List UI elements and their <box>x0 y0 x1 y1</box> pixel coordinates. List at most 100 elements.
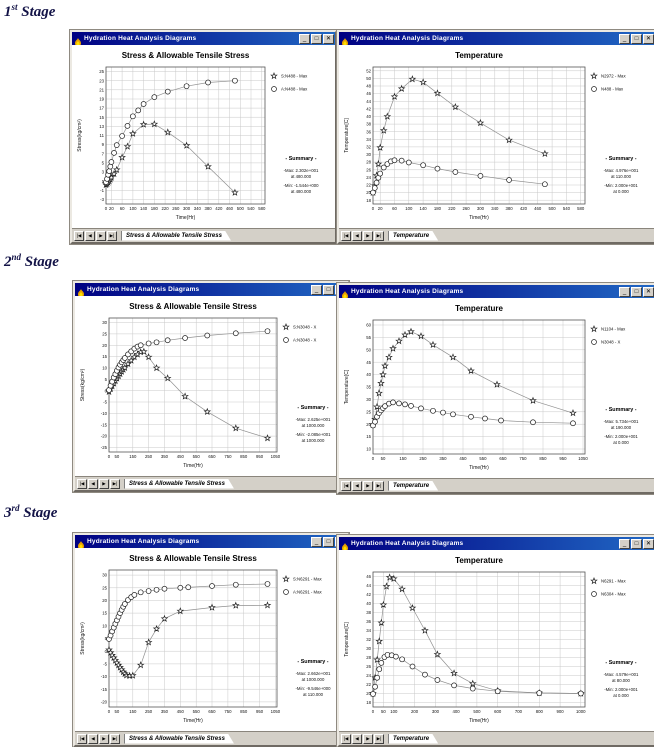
star-marker <box>449 353 457 361</box>
window-titlebar[interactable]: Hydration Heat Analysis Diagrams _□✕ <box>75 283 347 298</box>
window-titlebar[interactable]: Hydration Heat Analysis Diagrams _□✕ <box>75 535 347 550</box>
summary-heading: - Summary - <box>297 405 328 411</box>
tab-stress[interactable]: Stress & Allowable Tensile Stress <box>121 231 231 241</box>
minimize-button[interactable]: _ <box>619 286 630 297</box>
star-marker <box>451 102 460 111</box>
nav-next-button[interactable]: ▶ <box>96 230 106 241</box>
circle-marker <box>450 411 456 418</box>
minimize-button[interactable]: _ <box>311 536 322 547</box>
nav-prev-button[interactable]: ◀ <box>88 478 98 489</box>
close-button[interactable]: ✕ <box>323 33 334 44</box>
circle-marker <box>232 77 238 84</box>
nav-last-button[interactable]: ▶| <box>107 230 117 241</box>
circle-marker <box>283 589 289 595</box>
circle-marker <box>451 682 457 689</box>
circle-marker <box>111 149 117 156</box>
x-tick-label: 350 <box>439 456 447 461</box>
star-marker <box>529 396 537 404</box>
nav-prev-button[interactable]: ◀ <box>352 480 362 491</box>
nav-next-button[interactable]: ▶ <box>363 733 373 744</box>
minimize-button[interactable]: _ <box>311 284 322 295</box>
maximize-button[interactable]: □ <box>311 33 322 44</box>
maximize-button[interactable]: □ <box>631 538 642 549</box>
star-marker <box>379 126 388 134</box>
nav-prev-button[interactable]: ◀ <box>88 733 98 744</box>
nav-last-button[interactable]: ▶| <box>110 733 120 744</box>
legend-label: N6304 - Max <box>601 592 626 597</box>
x-tick-label: 750 <box>519 456 527 461</box>
nav-next-button[interactable]: ▶ <box>99 733 109 744</box>
nav-last-button[interactable]: ▶| <box>374 480 384 491</box>
tab-temperature[interactable]: Temperature <box>388 481 438 491</box>
y-tick-label: 44 <box>366 583 371 588</box>
series-line <box>372 159 545 193</box>
window-title: Hydration Heat Analysis Diagrams <box>87 286 200 293</box>
x-tick-label: 100 <box>390 709 398 714</box>
nav-next-button[interactable]: ▶ <box>99 478 109 489</box>
y-tick-label: 36 <box>366 619 371 624</box>
window-titlebar[interactable]: Hydration Heat Analysis Diagrams _□✕ <box>339 32 654 47</box>
y-tick-label: 45 <box>366 360 371 365</box>
maximize-button[interactable]: □ <box>631 33 642 44</box>
nav-first-button[interactable]: |◀ <box>341 480 351 491</box>
minimize-button[interactable]: _ <box>619 33 630 44</box>
window-titlebar[interactable]: Hydration Heat Analysis Diagrams _□✕ <box>72 32 335 47</box>
nav-first-button[interactable]: |◀ <box>77 733 87 744</box>
nav-first-button[interactable]: |◀ <box>77 478 87 489</box>
circle-marker <box>373 179 380 186</box>
nav-last-button[interactable]: ▶| <box>110 478 120 489</box>
close-button[interactable]: ✕ <box>643 538 654 549</box>
circle-marker <box>376 666 383 673</box>
nav-prev-button[interactable]: ◀ <box>352 230 362 241</box>
maximize-button[interactable]: □ <box>323 284 334 295</box>
x-axis-label: Time(Hr) <box>183 463 203 469</box>
maximize-button[interactable]: □ <box>323 536 334 547</box>
star-marker <box>397 84 406 92</box>
star-marker <box>282 574 290 583</box>
tab-temperature[interactable]: Temperature <box>388 734 438 744</box>
y-tick-label: -15 <box>101 687 108 692</box>
y-tick-label: 34 <box>366 628 371 633</box>
x-tick-label: 180 <box>434 206 442 211</box>
star-marker <box>118 153 126 161</box>
close-button[interactable]: ✕ <box>643 33 654 44</box>
legend-label: N2972 - Max <box>601 74 626 79</box>
nav-next-button[interactable]: ▶ <box>363 230 373 241</box>
app-flame-icon <box>77 537 85 550</box>
x-tick-label: 250 <box>145 709 153 714</box>
nav-first-button[interactable]: |◀ <box>341 230 351 241</box>
window-titlebar[interactable]: Hydration Heat Analysis Diagrams _□✕ <box>339 285 654 300</box>
chart: 0 50 150 250 350 450 550 650 750 850 950 1050302520… <box>80 554 331 724</box>
minimize-button[interactable]: _ <box>299 33 310 44</box>
nav-last-button[interactable]: ▶| <box>374 733 384 744</box>
nav-next-button[interactable]: ▶ <box>363 480 373 491</box>
star-marker <box>389 574 398 583</box>
circle-marker <box>177 584 184 591</box>
circle-marker <box>440 409 446 416</box>
star-marker <box>590 576 598 585</box>
maximize-button[interactable]: □ <box>631 286 642 297</box>
nav-first-button[interactable]: |◀ <box>341 733 351 744</box>
tab-stress[interactable]: Stress & Allowable Tensile Stress <box>124 734 234 744</box>
tab-bar: |◀ ◀ ▶ ▶| Stress & Allowable Tensile Stress <box>72 228 335 242</box>
tab-temperature[interactable]: Temperature <box>388 231 438 241</box>
minimize-button[interactable]: _ <box>619 538 630 549</box>
nav-prev-button[interactable]: ◀ <box>85 230 95 241</box>
y-tick-label: 42 <box>366 107 371 112</box>
x-tick-label: 380 <box>205 206 213 211</box>
nav-last-button[interactable]: ▶| <box>374 230 384 241</box>
summary-heading: - Summary - <box>285 156 316 162</box>
x-tick-label: 420 <box>215 206 223 211</box>
series-line <box>372 78 546 193</box>
nav-first-button[interactable]: |◀ <box>74 230 84 241</box>
nav-prev-button[interactable]: ◀ <box>352 733 362 744</box>
star-marker <box>282 322 290 331</box>
tab-stress[interactable]: Stress & Allowable Tensile Stress <box>124 479 234 489</box>
circle-marker <box>374 674 381 681</box>
legend-label: A:N6291 - Max <box>293 590 323 595</box>
star-marker <box>408 75 417 83</box>
y-tick-label: 32 <box>366 637 371 642</box>
window-titlebar[interactable]: Hydration Heat Analysis Diagrams _□✕ <box>339 537 654 552</box>
close-button[interactable]: ✕ <box>643 286 654 297</box>
series-line <box>105 123 236 193</box>
